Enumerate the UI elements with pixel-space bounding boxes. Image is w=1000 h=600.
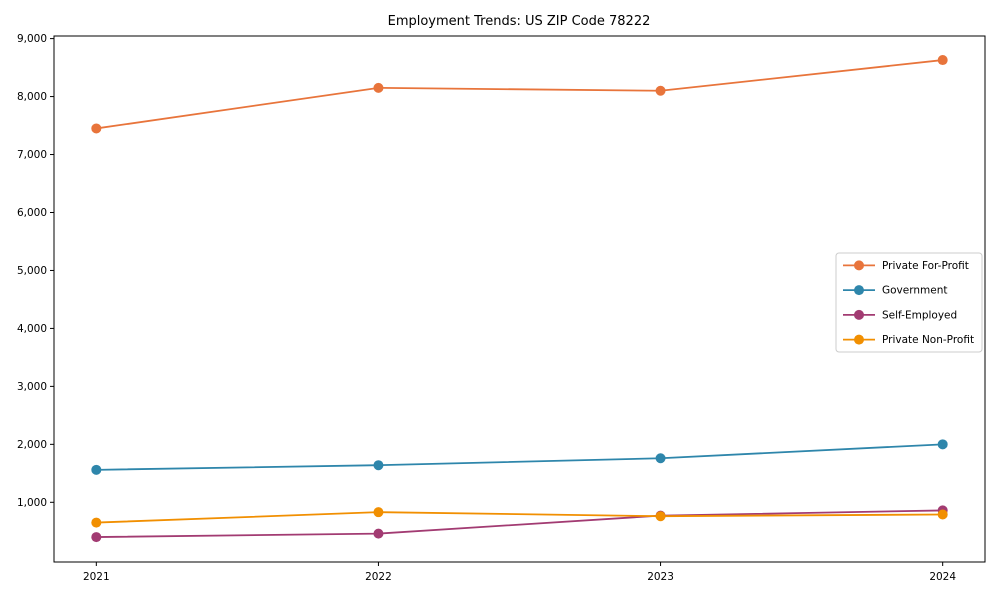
series-line-private-for-profit bbox=[96, 59, 943, 130]
data-point-private-non-profit bbox=[937, 509, 948, 520]
y-tick-label: 9,000 bbox=[17, 33, 47, 45]
data-point-government bbox=[937, 439, 948, 450]
data-point-government bbox=[373, 460, 384, 471]
legend-marker bbox=[854, 260, 864, 271]
data-point-government bbox=[91, 464, 102, 475]
data-point-private-for-profit bbox=[655, 85, 666, 96]
y-tick-label: 8,000 bbox=[17, 91, 47, 103]
data-point-private-non-profit bbox=[373, 507, 384, 518]
axes-border bbox=[53, 35, 986, 563]
y-tick-label: 1,000 bbox=[17, 497, 47, 509]
x-tick-label: 2021 bbox=[83, 571, 110, 583]
x-tick-label: 2023 bbox=[647, 571, 674, 583]
data-point-private-for-profit bbox=[373, 82, 384, 93]
data-point-private-non-profit bbox=[655, 511, 666, 522]
y-tick-label: 7,000 bbox=[17, 149, 47, 161]
series-line-private-non-profit bbox=[96, 511, 943, 524]
x-tick-label: 2024 bbox=[929, 571, 956, 583]
legend-marker bbox=[854, 309, 864, 320]
y-tick-label: 3,000 bbox=[17, 381, 47, 393]
legend-label: Self-Employed bbox=[882, 309, 957, 321]
data-point-private-for-profit bbox=[91, 123, 102, 134]
data-point-government bbox=[655, 453, 666, 464]
legend: Private For-Profit Government Self-Employe… bbox=[835, 252, 983, 353]
chart-title: Employment Trends: US ZIP Code 78222 bbox=[388, 14, 651, 29]
y-tick-label: 4,000 bbox=[17, 323, 47, 335]
x-tick-label: 2022 bbox=[365, 571, 392, 583]
y-tick-label: 6,000 bbox=[17, 207, 47, 219]
legend-label: Private Non-Profit bbox=[882, 334, 974, 346]
plot-area: 1,000 2,000 3,000 4,000 5,000 6,000 7,000 8,000… bbox=[17, 33, 986, 583]
legend-label: Private For-Profit bbox=[882, 260, 969, 272]
legend-marker bbox=[854, 285, 864, 296]
series-line-government bbox=[96, 443, 943, 471]
data-point-self-employed bbox=[373, 528, 384, 539]
legend-label: Government bbox=[882, 285, 947, 297]
data-point-self-employed bbox=[91, 532, 102, 543]
y-tick-label: 2,000 bbox=[17, 439, 47, 451]
data-point-private-for-profit bbox=[937, 55, 948, 66]
legend-marker bbox=[854, 334, 864, 345]
y-tick-label: 5,000 bbox=[17, 265, 47, 277]
data-point-private-non-profit bbox=[91, 517, 102, 528]
series-line-self-employed bbox=[96, 509, 943, 538]
legend-box bbox=[835, 252, 983, 353]
